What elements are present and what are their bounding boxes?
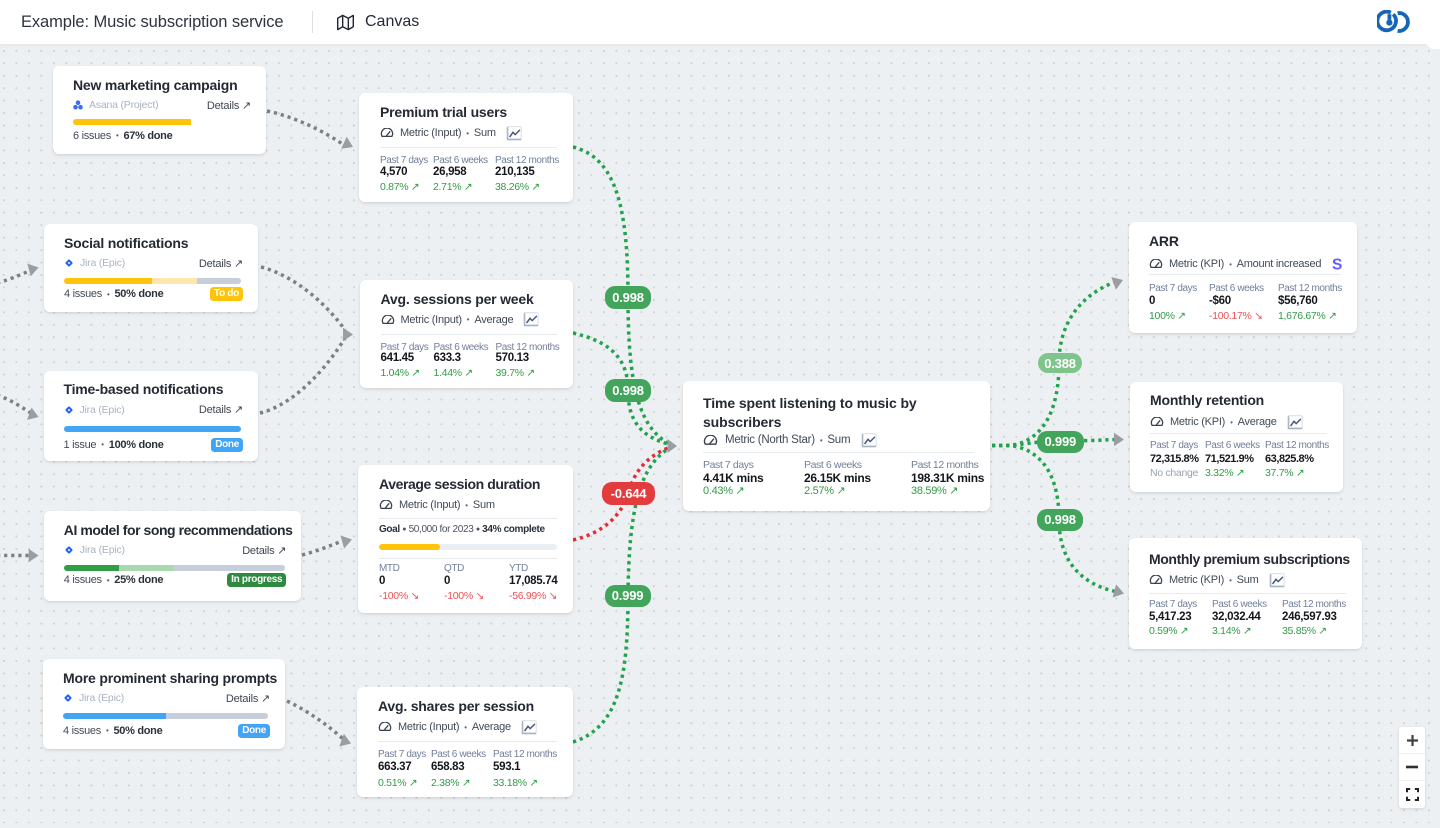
- svg-text:S: S: [1332, 257, 1342, 271]
